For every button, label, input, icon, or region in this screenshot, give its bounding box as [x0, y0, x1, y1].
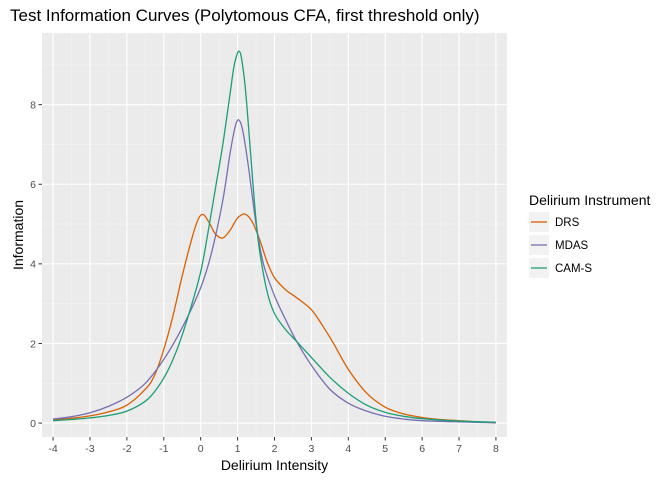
- legend-label-mdas: MDAS: [555, 240, 589, 252]
- x-axis: -4 -3 -2 -1 0 1 2 3 4 5 6 7 8: [48, 437, 499, 455]
- legend-title: Delirium Instrument: [529, 192, 650, 208]
- y-tick-label: 8: [30, 99, 36, 111]
- y-axis: 0 2 4 6 8: [30, 99, 42, 430]
- y-tick-label: 0: [30, 418, 36, 430]
- x-tick-label: 6: [419, 443, 425, 455]
- y-tick-label: 2: [30, 338, 36, 350]
- x-tick-label: 3: [308, 443, 314, 455]
- x-tick-label: 8: [493, 443, 499, 455]
- x-tick-label: 1: [235, 443, 241, 455]
- x-tick-label: 0: [198, 443, 204, 455]
- minor-gridlines: [42, 33, 507, 437]
- x-tick-label: 4: [345, 443, 351, 455]
- x-tick-label: 5: [382, 443, 388, 455]
- x-tick-label: 2: [272, 443, 278, 455]
- y-tick-label: 6: [30, 179, 36, 191]
- major-gridlines: [42, 33, 507, 437]
- x-axis-title: Delirium Intensity: [221, 457, 328, 473]
- series-line-cam-s: [53, 50, 496, 423]
- series-line-mdas: [52, 119, 496, 424]
- x-tick-label: 7: [456, 443, 462, 455]
- legend: Delirium Instrument DRS MDAS CAM-S: [529, 192, 650, 278]
- x-tick-label: -2: [122, 443, 131, 455]
- chart-title: Test Information Curves (Polytomous CFA,…: [10, 6, 480, 25]
- x-tick-label: -1: [159, 443, 168, 455]
- x-tick-label: -4: [48, 443, 57, 455]
- y-tick-label: 4: [30, 259, 36, 271]
- legend-label-drs: DRS: [555, 217, 580, 229]
- legend-label-cam-s: CAM-S: [555, 263, 592, 275]
- series-lines: [52, 50, 496, 424]
- series-line-drs: [53, 213, 496, 424]
- y-axis-title: Information: [10, 200, 26, 270]
- x-tick-label: -3: [85, 443, 94, 455]
